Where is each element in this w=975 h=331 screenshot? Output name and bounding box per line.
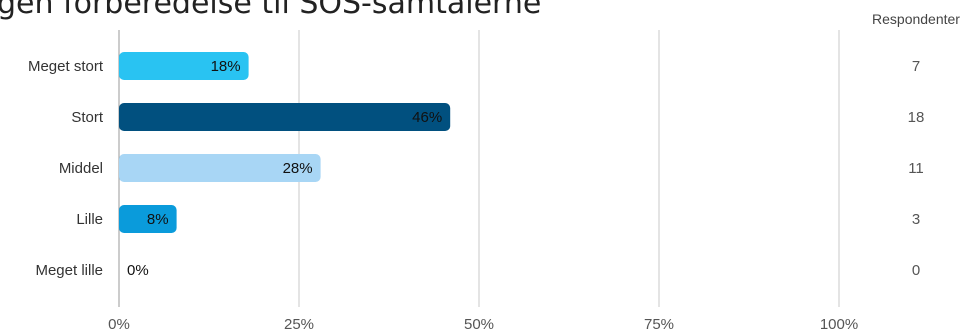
x-tick-labels: 0% 25% 50% 75% 100%	[108, 316, 858, 331]
value-label: 0%	[127, 262, 149, 279]
respondent-count: 3	[912, 211, 920, 228]
x-tick-label: 25%	[284, 316, 314, 331]
respondent-count: 0	[912, 262, 920, 279]
value-label: 18%	[211, 58, 241, 75]
x-tick-label: 0%	[108, 316, 130, 331]
grid-lines	[118, 30, 840, 307]
chart-title: gen forberedelse til SOS-samtalerne	[0, 0, 541, 21]
respondent-count: 18	[908, 109, 925, 126]
x-tick-label: 100%	[820, 316, 858, 331]
category-label: Meget stort	[28, 58, 104, 75]
bar	[119, 205, 177, 233]
category-label: Stort	[71, 109, 104, 126]
x-tick-label: 50%	[464, 316, 494, 331]
value-label: 28%	[283, 160, 313, 177]
respondent-count: 11	[908, 160, 924, 177]
category-label: Middel	[59, 160, 103, 177]
bar	[119, 103, 451, 131]
category-label: Lille	[76, 211, 103, 228]
bar	[119, 52, 249, 80]
respondent-count: 7	[912, 58, 920, 75]
value-label: 46%	[412, 109, 442, 126]
bars	[119, 52, 451, 233]
bar	[119, 154, 321, 182]
category-labels: Meget stort Stort Middel Lille Meget lille	[28, 58, 104, 279]
value-labels: 18% 46% 28% 8% 0%	[127, 58, 442, 279]
respondent-counts: 7 18 11 3 0	[908, 58, 925, 279]
value-label: 8%	[147, 211, 169, 228]
category-label: Meget lille	[35, 262, 103, 279]
respondents-header: Respondenter	[872, 11, 960, 27]
x-tick-label: 75%	[644, 316, 674, 331]
